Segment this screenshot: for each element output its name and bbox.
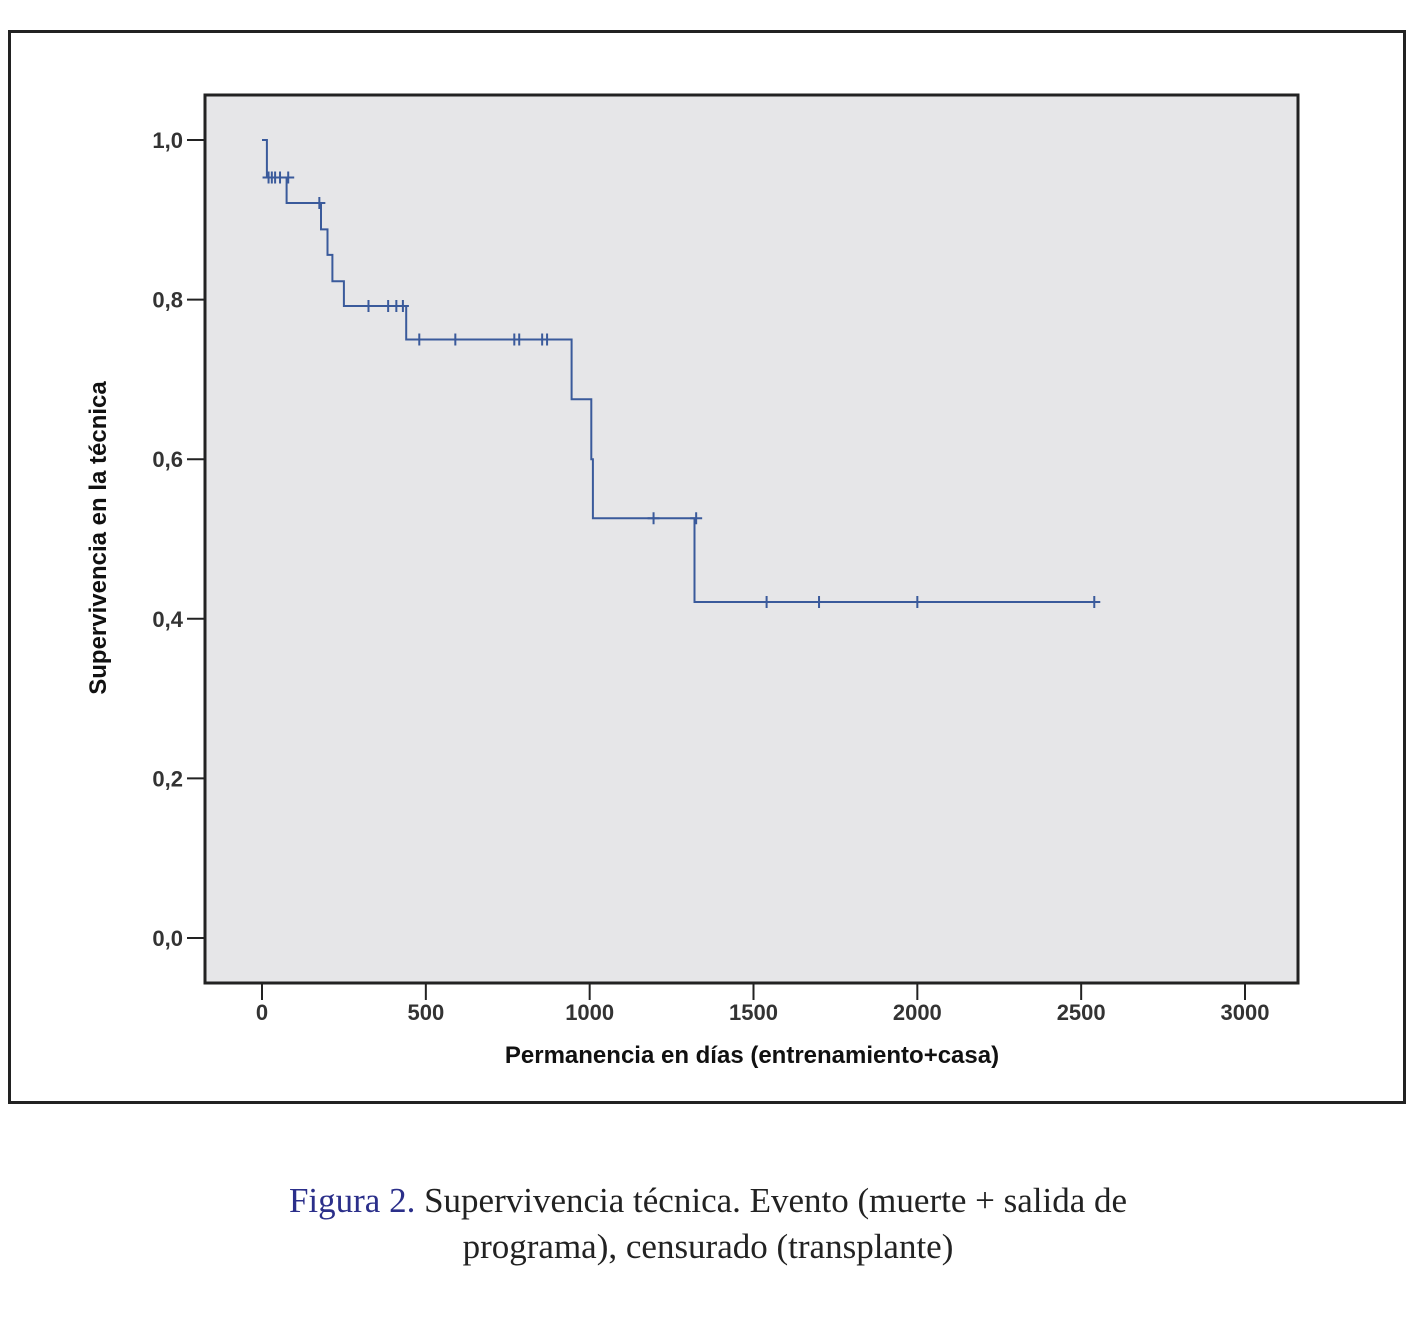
censored-mark [760, 596, 773, 609]
x-tick-label: 1000 [565, 1000, 614, 1025]
x-tick-label: 1500 [729, 1000, 778, 1025]
y-tick-label: 0,2 [152, 766, 183, 791]
x-tick-label: 0 [256, 1000, 268, 1025]
plot-area [203, 93, 1300, 985]
censored-mark [362, 299, 375, 312]
censored-mark [449, 333, 462, 346]
censored-mark [690, 512, 703, 525]
censored-mark [282, 171, 295, 184]
x-tick-label: 500 [407, 1000, 444, 1025]
y-axis: 0,0 0,2 0,4 0,6 0,8 1,0 [152, 128, 205, 951]
censored-mark [413, 333, 426, 346]
x-tick-label: 2500 [1057, 1000, 1106, 1025]
censored-mark [911, 596, 924, 609]
figure-caption: Figura 2. Supervivencia técnica. Evento … [0, 1178, 1416, 1270]
y-axis-title: Supervivencia en la técnica [85, 381, 112, 695]
x-axis: 0 500 1000 1500 2000 2500 3000 [256, 983, 1270, 1025]
censored-mark [513, 333, 526, 346]
x-axis-title: Permanencia en días (entrenamiento+casa) [505, 1042, 999, 1069]
x-tick-label: 3000 [1221, 1000, 1270, 1025]
caption-text-1: Supervivencia técnica. Evento (muerte + … [424, 1181, 1128, 1220]
censored-mark [647, 512, 660, 525]
censored-mark [541, 333, 554, 346]
censored-mark [313, 197, 326, 210]
survival-series [262, 139, 1101, 609]
caption-label: Figura 2. [288, 1181, 416, 1220]
y-tick-label: 1,0 [152, 128, 183, 153]
censored-mark [1088, 596, 1101, 609]
survival-step-line [262, 139, 1095, 603]
censored-mark [396, 299, 409, 312]
survival-chart: 0,0 0,2 0,4 0,6 0,8 1,0 0 500 1000 1500 2000 2500 3… [85, 93, 1300, 1069]
censored-mark [813, 596, 826, 609]
caption-line-1: Figura 2. Supervivencia técnica. Evento … [0, 1178, 1416, 1224]
y-tick-label: 0,6 [152, 447, 183, 472]
y-tick-label: 0,0 [152, 926, 183, 951]
x-tick-label: 2000 [893, 1000, 942, 1025]
y-tick-label: 0,4 [152, 607, 183, 632]
caption-line-2: programa), censurado (transplante) [462, 1227, 954, 1266]
y-tick-label: 0,8 [152, 288, 183, 313]
